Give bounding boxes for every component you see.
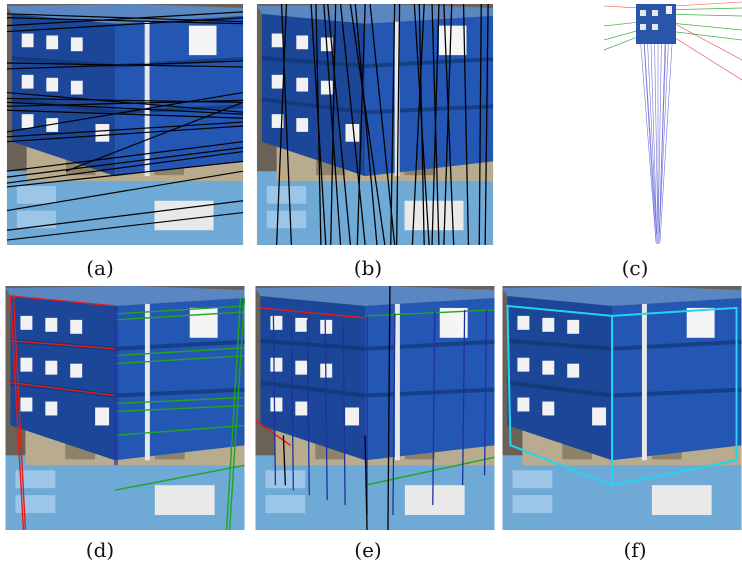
panel-d-image [5,286,245,530]
caption-e: (e) [354,538,382,562]
panel-a-image [5,4,245,245]
panel-b-image [255,4,495,245]
caption-b: (b) [353,256,383,280]
panel-f-image [502,286,742,530]
caption-c: (c) [621,256,649,280]
caption-d: (d) [85,538,115,562]
panel-c-sketch [600,0,742,248]
caption-a: (a) [86,256,114,280]
caption-f: (f) [623,538,647,562]
panel-e-image [255,286,495,530]
